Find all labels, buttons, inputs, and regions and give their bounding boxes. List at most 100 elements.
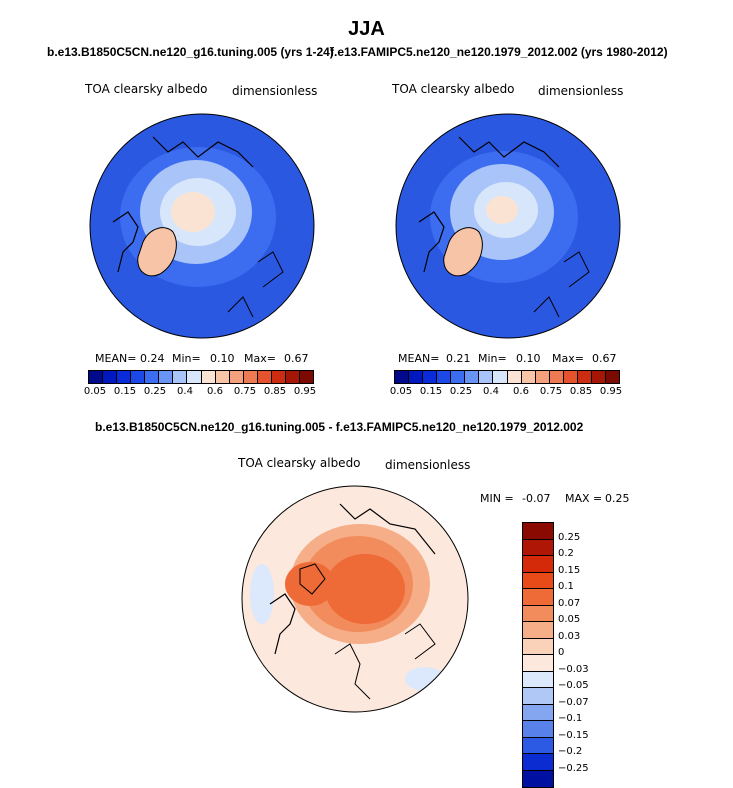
panel-2-colorbar-swatch [395, 371, 410, 383]
panel-1-colorbar-tick-label: 0.05 [83, 386, 107, 397]
panel-2-colorbar-swatch [605, 371, 619, 383]
panel-2-colorbar-swatch [549, 371, 564, 383]
diff-case-title: b.e13.B1850C5CN.ne120_g16.tuning.005 - f… [95, 420, 584, 434]
panel-2-colorbar-tick-label: 0.15 [419, 386, 443, 397]
diff-variable: TOA clearsky albedo [238, 456, 361, 470]
diff-colorbar-swatch [523, 721, 553, 738]
panel-1-colorbar-tick-label: 0.75 [233, 386, 257, 397]
panel-2-colorbar-swatch [577, 371, 592, 383]
diff-colorbar-swatch [523, 655, 553, 672]
panel-2-units: dimensionless [538, 84, 624, 98]
panel-1-case-title: b.e13.B1850C5CN.ne120_g16.tuning.005 (yr… [47, 45, 334, 59]
diff-colorbar-tick-label: 0.1 [558, 581, 574, 592]
diff-min-label: MIN = [480, 492, 514, 505]
diff-colorbar-swatch [523, 671, 553, 688]
panel-1-colorbar-swatch [131, 371, 146, 383]
panel-1-colorbar-swatch [285, 371, 300, 383]
panel-1-mean: 0.24 [140, 352, 165, 365]
panel-1-units: dimensionless [232, 84, 318, 98]
diff-colorbar [522, 522, 554, 788]
panel-1-colorbar-swatch [299, 371, 313, 383]
diff-colorbar-swatch [523, 688, 553, 705]
diff-colorbar-tick-label: 0.2 [558, 548, 574, 559]
diff-colorbar-swatch [523, 737, 553, 754]
panel-1-min: 0.10 [210, 352, 235, 365]
panel-1-colorbar-swatch [117, 371, 132, 383]
panel-1-max: 0.67 [284, 352, 309, 365]
panel-2-max-label: Max= [552, 352, 584, 365]
panel-1-variable: TOA clearsky albedo [85, 82, 208, 96]
panel-2-colorbar-swatch [563, 371, 578, 383]
panel-2-colorbar-swatch [451, 371, 466, 383]
panel-1-colorbar-labels: 0.05 0.15 0.25 0.4 0.6 0.75 0.85 0.95 [80, 386, 320, 397]
panel-2-colorbar [394, 370, 620, 384]
panel-2-colorbar-swatch [507, 371, 522, 383]
panel-2-colorbar-swatch [423, 371, 438, 383]
diff-colorbar-tick-label: 0.07 [558, 597, 581, 609]
diff-colorbar-tick-label: −0.07 [558, 696, 589, 708]
panel-2-colorbar-tick-label: 0.95 [599, 386, 623, 397]
panel-2-case-title: f.e13.FAMIPC5.ne120_ne120.1979_2012.002 … [330, 45, 668, 59]
panel-2-colorbar-swatch [521, 371, 536, 383]
diff-colorbar-tick-label: 0.03 [558, 630, 581, 642]
panel-1-colorbar-tick-label: 0.15 [113, 386, 137, 397]
diff-colorbar-swatch [523, 622, 553, 639]
diff-colorbar-tick-label: −0.25 [558, 762, 589, 774]
diff-colorbar-swatch [523, 770, 553, 787]
panel-1-colorbar-swatch [103, 371, 118, 383]
main-title: JJA [348, 18, 385, 40]
diff-colorbar-tick-label: 0.15 [558, 564, 581, 576]
panel-2-colorbar-swatch [493, 371, 508, 383]
panel-2-colorbar-tick-label: 0.4 [483, 386, 499, 397]
panel-1-colorbar-swatch [201, 371, 216, 383]
panel-1-colorbar-swatch [271, 371, 286, 383]
panel-1-colorbar-swatch [173, 371, 188, 383]
diff-colorbar-swatch [523, 539, 553, 556]
diff-colorbar-swatch [523, 589, 553, 606]
diff-colorbar-tick-label: 0.25 [558, 531, 581, 543]
panel-2-min: 0.10 [516, 352, 541, 365]
panel-2-variable: TOA clearsky albedo [392, 82, 515, 96]
panel-2-colorbar-swatch [591, 371, 606, 383]
panel-2-polar-map [395, 113, 621, 339]
panel-1-colorbar [88, 370, 314, 384]
diff-units: dimensionless [385, 458, 471, 472]
panel-2-mean: 0.21 [446, 352, 471, 365]
panel-2-mean-label: MEAN= [398, 352, 440, 365]
panel-1-colorbar-swatch [215, 371, 230, 383]
diff-colorbar-swatch [523, 704, 553, 721]
diff-polar-map [241, 485, 469, 713]
diff-colorbar-labels: 0.25 0.2 0.15 0.1 0.07 0.05 0.03 0 −0.03 −0.05 −0.… [558, 522, 618, 786]
panel-1-min-label: Min= [172, 352, 201, 365]
panel-1-colorbar-swatch [257, 371, 272, 383]
panel-1-colorbar-swatch [187, 371, 202, 383]
panel-2-colorbar-tick-label: 0.25 [449, 386, 473, 397]
diff-colorbar-tick-label: −0.03 [558, 663, 589, 675]
diff-colorbar-tick-label: 0.05 [558, 614, 581, 625]
panel-2-colorbar-tick-label: 0.75 [539, 386, 563, 397]
diff-colorbar-tick-label: 0 [558, 647, 565, 658]
panel-2-colorbar-swatch [535, 371, 550, 383]
panel-2-colorbar-tick-label: 0.85 [569, 386, 593, 397]
panel-1-mean-label: MEAN= [95, 352, 137, 365]
panel-2-colorbar-swatch [465, 371, 480, 383]
panel-2-colorbar-labels: 0.05 0.15 0.25 0.4 0.6 0.75 0.85 0.95 [386, 386, 626, 397]
panel-1-colorbar-tick-label: 0.95 [293, 386, 317, 397]
panel-2-colorbar-swatch [479, 371, 494, 383]
panel-2-colorbar-tick-label: 0.05 [389, 386, 413, 397]
panel-1-colorbar-swatch [89, 371, 104, 383]
panel-1-colorbar-tick-label: 0.25 [143, 386, 167, 397]
panel-2-colorbar-swatch [409, 371, 424, 383]
panel-1-polar-map [89, 113, 315, 339]
diff-colorbar-swatch [523, 605, 553, 622]
panel-1-colorbar-swatch [145, 371, 160, 383]
diff-max: 0.25 [605, 492, 630, 505]
panel-2-colorbar-swatch [437, 371, 452, 383]
panel-1-colorbar-swatch [159, 371, 174, 383]
panel-2-max: 0.67 [592, 352, 617, 365]
panel-1-colorbar-tick-label: 0.6 [207, 386, 223, 397]
diff-colorbar-swatch [523, 523, 553, 540]
panel-1-colorbar-swatch [243, 371, 258, 383]
diff-colorbar-swatch [523, 754, 553, 771]
diff-colorbar-tick-label: −0.05 [558, 680, 589, 691]
